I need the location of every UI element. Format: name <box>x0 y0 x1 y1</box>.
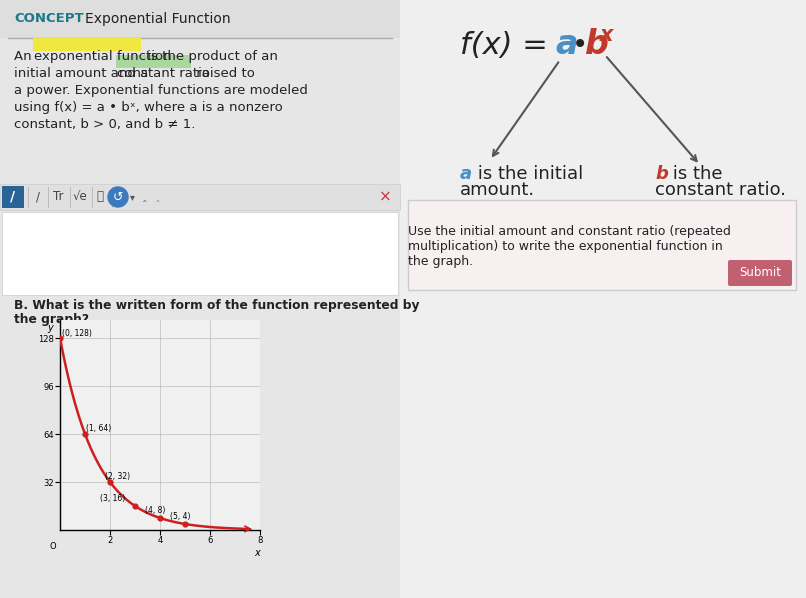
Circle shape <box>108 187 128 207</box>
Text: (5, 4): (5, 4) <box>170 512 190 521</box>
Text: /: / <box>36 191 40 203</box>
Text: Exponential Function: Exponential Function <box>85 12 231 26</box>
Text: Submit: Submit <box>739 267 781 279</box>
Text: (4, 8): (4, 8) <box>145 506 165 515</box>
Text: is the: is the <box>667 165 722 183</box>
Text: ‸: ‸ <box>156 192 160 202</box>
Bar <box>33 38 141 51</box>
Text: An: An <box>14 50 36 63</box>
Text: ↺: ↺ <box>113 191 123 203</box>
Text: x: x <box>255 548 260 558</box>
Point <box>128 501 141 511</box>
Text: initial amount and a: initial amount and a <box>14 67 152 80</box>
Text: a power. Exponential functions are modeled: a power. Exponential functions are model… <box>14 84 308 97</box>
Text: CONCEPT: CONCEPT <box>14 13 84 26</box>
Point <box>53 333 66 343</box>
Text: x: x <box>600 25 613 45</box>
Bar <box>400 0 806 598</box>
Point <box>154 513 167 523</box>
Bar <box>116 55 191 68</box>
Text: constant, b > 0, and b ≠ 1.: constant, b > 0, and b ≠ 1. <box>14 118 195 131</box>
Bar <box>0 0 400 598</box>
Point <box>179 519 192 529</box>
Text: B. What is the written form of the function represented by: B. What is the written form of the funct… <box>14 299 419 312</box>
Bar <box>2 212 398 295</box>
Text: a: a <box>555 29 578 62</box>
Text: using f(x) = a • bˣ, where a is a nonzero: using f(x) = a • bˣ, where a is a nonzer… <box>14 101 283 114</box>
Point <box>78 429 91 439</box>
Text: constant ratio: constant ratio <box>117 67 210 80</box>
Text: exponential function: exponential function <box>34 50 172 63</box>
Point <box>103 477 116 487</box>
Text: the graph.: the graph. <box>408 255 473 268</box>
Text: is the product of an: is the product of an <box>143 50 278 63</box>
Text: y: y <box>47 323 53 333</box>
Text: f(x) =: f(x) = <box>460 30 558 59</box>
Text: (2, 32): (2, 32) <box>105 471 130 481</box>
Bar <box>0 184 400 210</box>
Text: ×: × <box>379 190 392 205</box>
Text: amount.: amount. <box>460 181 535 199</box>
Text: (3, 16): (3, 16) <box>100 494 125 503</box>
Text: b: b <box>655 165 668 183</box>
Text: the graph?: the graph? <box>14 313 89 326</box>
Text: (0, 128): (0, 128) <box>63 329 93 338</box>
Text: a: a <box>460 165 472 183</box>
Text: ‸: ‸ <box>143 192 147 202</box>
Text: •: • <box>572 31 588 59</box>
Bar <box>0 0 400 38</box>
Text: O: O <box>49 542 56 551</box>
Text: raised to: raised to <box>192 67 255 80</box>
Text: is the initial: is the initial <box>472 165 584 183</box>
Text: /: / <box>10 190 15 204</box>
Bar <box>2 186 24 208</box>
Text: (1, 64): (1, 64) <box>86 423 111 432</box>
Text: multiplication) to write the exponential function in: multiplication) to write the exponential… <box>408 240 723 253</box>
Text: constant ratio.: constant ratio. <box>655 181 786 199</box>
Text: Use the initial amount and constant ratio (repeated: Use the initial amount and constant rati… <box>408 225 731 238</box>
Text: ⎘: ⎘ <box>97 191 103 203</box>
Bar <box>408 200 796 290</box>
FancyBboxPatch shape <box>728 260 792 286</box>
Text: √e: √e <box>73 191 87 203</box>
Text: b: b <box>585 29 609 62</box>
Text: Tr: Tr <box>52 191 63 203</box>
Text: ▾: ▾ <box>130 192 135 202</box>
